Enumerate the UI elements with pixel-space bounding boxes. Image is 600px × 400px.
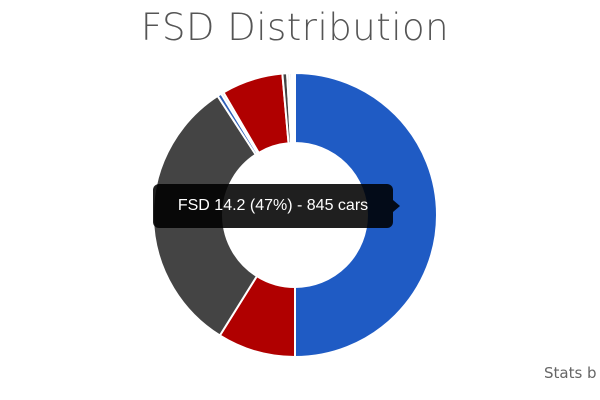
- chart-tooltip: FSD 14.2 (47%) - 845 cars: [153, 184, 393, 228]
- chart-title: FSD Distribution: [140, 6, 450, 49]
- tooltip-arrow: [393, 200, 400, 212]
- stats-footer-text: Stats b: [544, 364, 597, 382]
- doughnut-slice-11[interactable]: [292, 71, 296, 145]
